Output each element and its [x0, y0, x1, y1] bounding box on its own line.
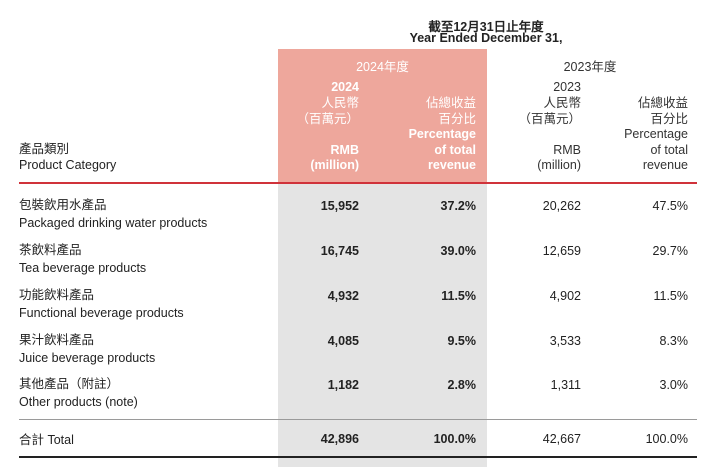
row-category-en: Functional beverage products [19, 306, 184, 320]
y2023-amount-zh-2: （百萬元） [518, 112, 581, 126]
y2024-amount-zh-1: 人民幣 [321, 96, 359, 110]
pct-2023: 8.3% [659, 334, 689, 348]
total-divider [19, 419, 697, 420]
pct-2024: 11.5% [441, 289, 476, 303]
row-category-zh: 包裝飲用水產品 [19, 198, 107, 212]
rmb-2024: 15,952 [320, 199, 359, 213]
y2023-pct-en-3: revenue [642, 158, 688, 172]
row-category-en: Other products (note) [19, 395, 138, 409]
y2023-year-label: 2023 [553, 80, 581, 94]
y2023-amount-en-2: (million) [537, 158, 581, 172]
pct-2023: 3.0% [659, 378, 689, 392]
row-category-zh: 茶飲料產品 [19, 243, 82, 257]
y2024-amount-en-2: (million) [310, 158, 359, 172]
y2024-pct-en-3: revenue [428, 158, 476, 172]
year-2024-zh: 2024年度 [356, 60, 409, 74]
pct-2024: 9.5% [447, 334, 477, 348]
y2024-pct-zh-1: 佔總收益 [425, 96, 476, 110]
table-bottom-rule [19, 456, 697, 458]
total-pct-2024: 100.0% [433, 432, 476, 446]
total-label: 合計 Total [19, 433, 74, 447]
column-2024-header-band [278, 49, 487, 183]
category-header: 產品類別 Product Category [19, 141, 116, 173]
row-category-en: Tea beverage products [19, 261, 147, 275]
pct-2023: 47.5% [652, 199, 688, 213]
column-2024-body-band [278, 183, 487, 467]
header-divider [19, 182, 697, 184]
y2024-year-label: 2024 [331, 80, 359, 94]
row-category-zh: 果汁飲料產品 [19, 333, 95, 347]
category-header-en: Product Category [19, 158, 117, 172]
rmb-2024: 4,085 [327, 334, 359, 348]
total-rmb-2023: 42,667 [542, 432, 581, 446]
y2023-amount-zh-1: 人民幣 [543, 96, 581, 110]
total-pct-2023: 100.0% [645, 432, 688, 446]
total-rmb-2024: 42,896 [320, 432, 359, 446]
row-category-zh: 其他產品（附註） [19, 377, 120, 391]
rmb-2024: 1,182 [327, 378, 359, 392]
y2024-pct-en-1: Percentage [408, 127, 476, 141]
category-header-zh: 產品類別 [19, 142, 70, 156]
rmb-2023: 20,262 [542, 199, 581, 213]
rmb-2023: 3,533 [549, 334, 581, 348]
row-category-en: Packaged drinking water products [19, 216, 208, 230]
y2024-amount-zh-2: （百萬元） [296, 112, 359, 126]
pct-2023: 29.7% [652, 244, 688, 258]
pct-2024: 37.2% [440, 199, 476, 213]
row-category-zh: 功能飲料產品 [19, 288, 95, 302]
rmb-2023: 1,311 [550, 378, 581, 392]
row-category-en: Juice beverage products [19, 351, 156, 365]
y2023-amount-en-1: RMB [553, 143, 581, 157]
y2023-pct-zh-2: 百分比 [650, 112, 688, 126]
period-title-en: Year Ended December 31, [409, 31, 563, 45]
y2024-pct-en-2: of total [434, 143, 476, 157]
rmb-2023: 12,659 [542, 244, 581, 258]
period-title-zh: 截至12月31日止年度 [428, 20, 544, 34]
y2024-amount-en-1: RMB [330, 143, 359, 157]
rmb-2024: 4,932 [327, 289, 359, 303]
rmb-2024: 16,745 [320, 244, 359, 258]
pct-2024: 39.0% [440, 244, 476, 258]
y2023-pct-en-2: of total [650, 143, 688, 157]
y2023-pct-en-1: Percentage [624, 127, 688, 141]
y2023-pct-zh-1: 佔總收益 [637, 96, 688, 110]
y2024-pct-zh-2: 百分比 [438, 112, 476, 126]
pct-2023: 11.5% [653, 289, 688, 303]
pct-2024: 2.8% [447, 378, 477, 392]
rmb-2023: 4,902 [549, 289, 581, 303]
year-2023-zh: 2023年度 [563, 60, 617, 74]
